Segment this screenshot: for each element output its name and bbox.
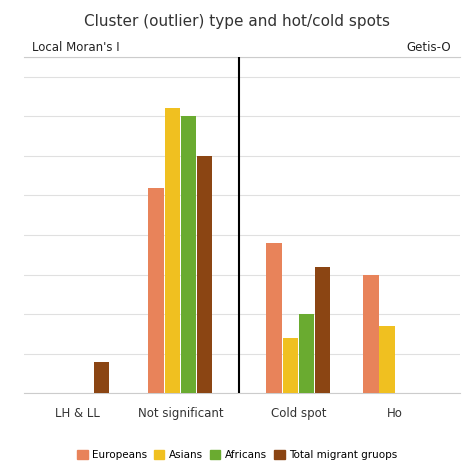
Bar	[283, 338, 298, 393]
Bar	[266, 243, 282, 393]
Bar	[164, 109, 180, 393]
Bar	[93, 362, 109, 393]
Text: Local Moran's I: Local Moran's I	[32, 40, 120, 54]
Legend: Europeans, Asians, Africans, Total migrant gruops: Europeans, Asians, Africans, Total migra…	[73, 446, 401, 464]
Bar	[181, 116, 196, 393]
Text: Getis-O: Getis-O	[406, 40, 451, 54]
Bar	[299, 314, 314, 393]
Text: Cluster (outlier) type and hot/cold spots: Cluster (outlier) type and hot/cold spot…	[84, 14, 390, 29]
Bar	[197, 156, 212, 393]
Bar	[148, 188, 164, 393]
Bar	[379, 326, 395, 393]
Bar	[363, 274, 379, 393]
Bar	[315, 267, 330, 393]
